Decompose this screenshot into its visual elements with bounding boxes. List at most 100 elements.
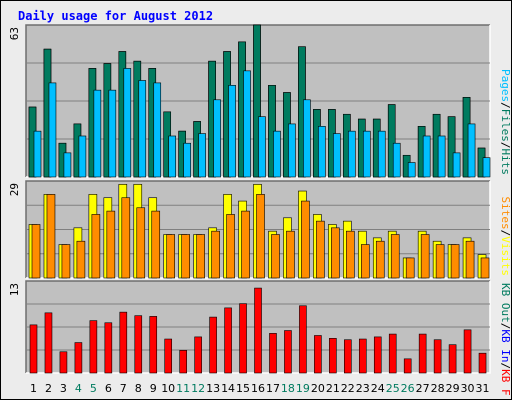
y-axis-max-label: 63 [8, 27, 21, 40]
x-tick-label: 10 [161, 382, 175, 395]
x-tick-label: 9 [150, 382, 157, 395]
x-tick-label: 1 [30, 382, 37, 395]
bar-pages-day-28 [437, 135, 446, 178]
bar-pages-day-11 [183, 142, 191, 178]
bar-sites-day-3 [61, 244, 71, 279]
bar-sites-day-23 [360, 244, 370, 279]
x-tick-label: 6 [105, 382, 112, 395]
legend-divider: / [499, 230, 512, 237]
legend-entry-kb_out: KB Out [499, 283, 512, 323]
bar-pages-day-3 [63, 152, 72, 178]
bar-kb-f-day-14 [224, 307, 232, 374]
bar-pages-day-22 [348, 130, 356, 178]
bar-pages-day-2 [48, 82, 57, 178]
x-tick-label: 28 [431, 382, 445, 395]
bar-sites-day-20 [316, 220, 325, 279]
x-tick-label: 17 [266, 382, 280, 395]
bar-kb-f-day-22 [344, 339, 352, 374]
legend-entry-kb_in: KB In [499, 329, 512, 362]
bar-kb-f-day-15 [239, 303, 247, 374]
bar-sites-day-22 [346, 230, 355, 279]
legend-entry-sites: Sites [499, 197, 512, 230]
x-tick-label: 27 [416, 382, 430, 395]
plot-border [25, 280, 490, 373]
bar-sites-day-29 [450, 244, 460, 279]
bar-pages-day-26 [407, 162, 416, 178]
plot-border [25, 24, 490, 177]
x-tick-label: 4 [75, 382, 82, 395]
plot-border [25, 180, 490, 278]
x-tick-label: 11 [176, 382, 190, 395]
bar-pages-day-24 [377, 130, 386, 178]
bar-sites-day-16 [256, 194, 265, 279]
bar-sites-day-12 [196, 234, 205, 279]
x-tick-label: 15 [236, 382, 250, 395]
legend-divider: / [499, 102, 512, 109]
legend-entry-pages: Pages [499, 69, 512, 102]
bar-pages-day-9 [153, 82, 162, 178]
bar-kb-f-day-9 [149, 316, 158, 374]
bar-sites-day-10 [166, 234, 176, 279]
bar-sites-day-15 [241, 210, 250, 279]
bar-pages-day-8 [138, 80, 147, 178]
bar-kb-f-day-10 [164, 338, 173, 374]
x-tick-label: 12 [191, 382, 205, 395]
bar-kb-f-day-21 [329, 338, 337, 374]
bar-pages-day-21 [333, 133, 341, 178]
bar-sites-day-18 [286, 230, 295, 279]
bar-sites-day-21 [331, 227, 340, 279]
bar-kb-f-day-28 [433, 339, 442, 374]
x-tick-label: 23 [356, 382, 370, 395]
bar-pages-day-18 [288, 123, 296, 178]
bar-pages-day-7 [123, 68, 132, 178]
x-tick-label: 5 [90, 382, 97, 395]
bar-pages-day-19 [303, 99, 311, 178]
x-tick-label: 18 [281, 382, 295, 395]
bar-kb-f-day-7 [119, 311, 128, 374]
x-tick-label: 21 [326, 382, 340, 395]
x-tick-label: 29 [446, 382, 460, 395]
legend-entry-files: Files [499, 109, 512, 142]
legend-divider: / [499, 142, 512, 149]
bar-sites-day-28 [435, 244, 445, 279]
x-tick-label: 2 [45, 382, 52, 395]
bar-pages-day-14 [228, 85, 236, 178]
panel-bottom: 13 KB Out/KB In/KB F [8, 280, 512, 396]
legend-entry-hits: Hits [499, 149, 512, 176]
bar-kb-f-day-20 [314, 335, 322, 374]
legend-text: Sites/Visits [499, 197, 512, 277]
panel-legend: Sites/Visits [499, 197, 512, 277]
bar-pages-day-16 [258, 116, 266, 178]
bar-sites-day-24 [375, 240, 385, 279]
bar-kb-f-day-18 [284, 330, 292, 374]
bar-kb-f-day-30 [463, 329, 472, 374]
x-tick-label: 26 [401, 382, 415, 395]
bar-sites-day-4 [76, 240, 86, 279]
bar-pages-day-17 [273, 130, 281, 178]
bar-sites-day-31 [480, 257, 490, 279]
bar-pages-day-6 [108, 89, 117, 178]
x-tick-label: 30 [461, 382, 475, 395]
bar-kb-f-day-1 [29, 324, 38, 374]
bar-sites-day-1 [31, 224, 41, 279]
bar-pages-day-23 [362, 130, 371, 178]
bar-pages-day-27 [422, 135, 431, 178]
bar-pages-day-13 [213, 99, 221, 178]
x-tick-label: 25 [386, 382, 400, 395]
bar-kb-f-day-26 [403, 358, 412, 374]
bar-pages-day-4 [78, 135, 87, 178]
bar-pages-day-5 [93, 89, 102, 178]
y-axis-max-label: 29 [8, 183, 21, 196]
bar-files-day-25 [387, 104, 396, 178]
bar-kb-f-day-23 [358, 338, 367, 374]
bar-kb-f-day-12 [194, 336, 202, 374]
bar-kb-f-day-11 [179, 350, 187, 374]
bar-sites-day-2 [46, 194, 56, 279]
bar-kb-f-day-31 [478, 352, 487, 374]
panel-legend: Pages/Files/Hits [499, 69, 512, 175]
bar-pages-day-25 [392, 142, 401, 178]
bar-kb-f-day-29 [448, 344, 457, 374]
x-tick-label: 14 [221, 382, 235, 395]
legend-text: Pages/Files/Hits [499, 69, 512, 175]
